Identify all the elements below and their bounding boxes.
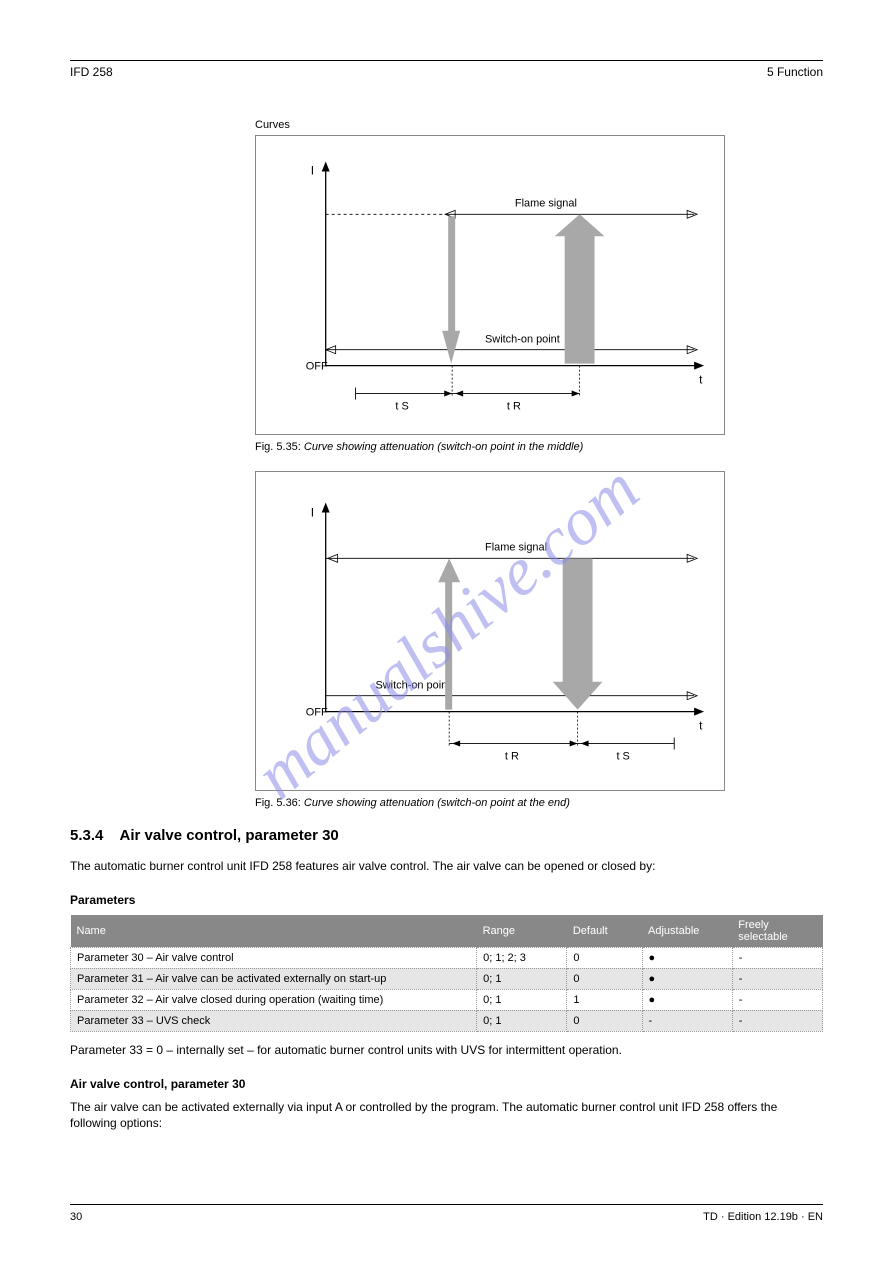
d2-I: I [311, 505, 314, 519]
table-header-row: Name Range Default Adjustable Freely sel… [71, 915, 823, 948]
d2-off: OFF [306, 707, 328, 719]
table-row: Parameter 31 – Air valve can be activate… [71, 968, 823, 989]
section-intro: The automatic burner control unit IFD 25… [70, 858, 823, 875]
cell: - [732, 989, 822, 1010]
cell: Parameter 30 – Air valve control [71, 947, 477, 968]
diagram-1-box: I Flame signal Switch-on point t OFF [255, 135, 725, 435]
cell: - [732, 968, 822, 989]
table-row: Parameter 30 – Air valve control 0; 1; 2… [71, 947, 823, 968]
cell: - [732, 1010, 822, 1031]
section-name: 5 Function [767, 65, 823, 79]
d1-down-arrow [442, 216, 460, 363]
d2-down-arrow [553, 558, 603, 709]
cell: 0 [567, 1010, 642, 1031]
caption-1-num: Fig. 5.35: [255, 441, 301, 453]
cell: 0; 1; 2; 3 [477, 947, 567, 968]
d1-tr: t R [507, 400, 521, 412]
page-footer: 30 TD · Edition 12.19b · EN [70, 1204, 823, 1223]
d2-switchon: Switch-on point [375, 680, 450, 692]
page-number: 30 [70, 1211, 82, 1223]
params-subhead: Parameters [70, 893, 823, 907]
control-text: The air valve can be activated externall… [70, 1099, 823, 1133]
d1-flame: Flame signal [515, 197, 577, 209]
top-rule [70, 60, 823, 61]
section-number: 5.3.4 [70, 827, 103, 844]
note-text: Parameter 33 = 0 – internally set – for … [70, 1042, 823, 1059]
d2-flame: Flame signal [485, 541, 547, 553]
page-header: IFD 258 5 Function [70, 65, 823, 79]
d1-I: I [311, 163, 314, 177]
th-default: Default [567, 915, 642, 948]
section-title: Air valve control, parameter 30 [120, 827, 339, 844]
caption-2-num: Fig. 5.36: [255, 797, 301, 809]
params-table: Name Range Default Adjustable Freely sel… [70, 915, 823, 1032]
cell: - [732, 947, 822, 968]
th-adjustable: Adjustable [642, 915, 732, 948]
control-subhead: Air valve control, parameter 30 [70, 1077, 823, 1091]
cell: Parameter 31 – Air valve can be activate… [71, 968, 477, 989]
d2-t: t [699, 719, 703, 733]
caption-2: Fig. 5.36: Curve showing attenuation (sw… [255, 797, 823, 809]
cell: - [642, 1010, 732, 1031]
page-content: IFD 258 5 Function Curves I Flame signal… [0, 0, 893, 1172]
d1-switchon: Switch-on point [485, 334, 560, 346]
d2-ts: t S [616, 750, 629, 762]
d1-ts: t S [395, 400, 408, 412]
cell: ● [642, 947, 732, 968]
cell: 0; 1 [477, 968, 567, 989]
d1-up-arrow [555, 214, 605, 363]
cell: 0 [567, 947, 642, 968]
diagram-2-svg: I Flame signal Switch-on point t OFF [256, 472, 724, 792]
section-heading: 5.3.4 Air valve control, parameter 30 [70, 827, 823, 844]
cell: 0 [567, 968, 642, 989]
diagram-2-box: I Flame signal Switch-on point t OFF [255, 471, 725, 791]
cell: 0; 1 [477, 989, 567, 1010]
cell: 0; 1 [477, 1010, 567, 1031]
th-range: Range [477, 915, 567, 948]
cell: Parameter 33 – UVS check [71, 1010, 477, 1031]
cell: Parameter 32 – Air valve closed during o… [71, 989, 477, 1010]
caption-1-text: Curve showing attenuation (switch-on poi… [304, 441, 583, 453]
d1-off: OFF [306, 361, 328, 373]
th-free: Freely selectable [732, 915, 822, 948]
caption-1: Fig. 5.35: Curve showing attenuation (sw… [255, 441, 823, 453]
table-row: Parameter 32 – Air valve closed during o… [71, 989, 823, 1010]
cell: ● [642, 968, 732, 989]
table-row: Parameter 33 – UVS check 0; 1 0 - - [71, 1010, 823, 1031]
curves-label: Curves [255, 119, 823, 131]
diagram-1-svg: I Flame signal Switch-on point t OFF [256, 136, 724, 436]
cell: ● [642, 989, 732, 1010]
d2-tr: t R [505, 750, 519, 762]
caption-2-text: Curve showing attenuation (switch-on poi… [304, 797, 570, 809]
d1-t: t [699, 373, 703, 387]
cell: 1 [567, 989, 642, 1010]
product-name: IFD 258 [70, 65, 113, 79]
th-name: Name [71, 915, 477, 948]
doc-ref: TD · Edition 12.19b · EN [703, 1211, 823, 1223]
